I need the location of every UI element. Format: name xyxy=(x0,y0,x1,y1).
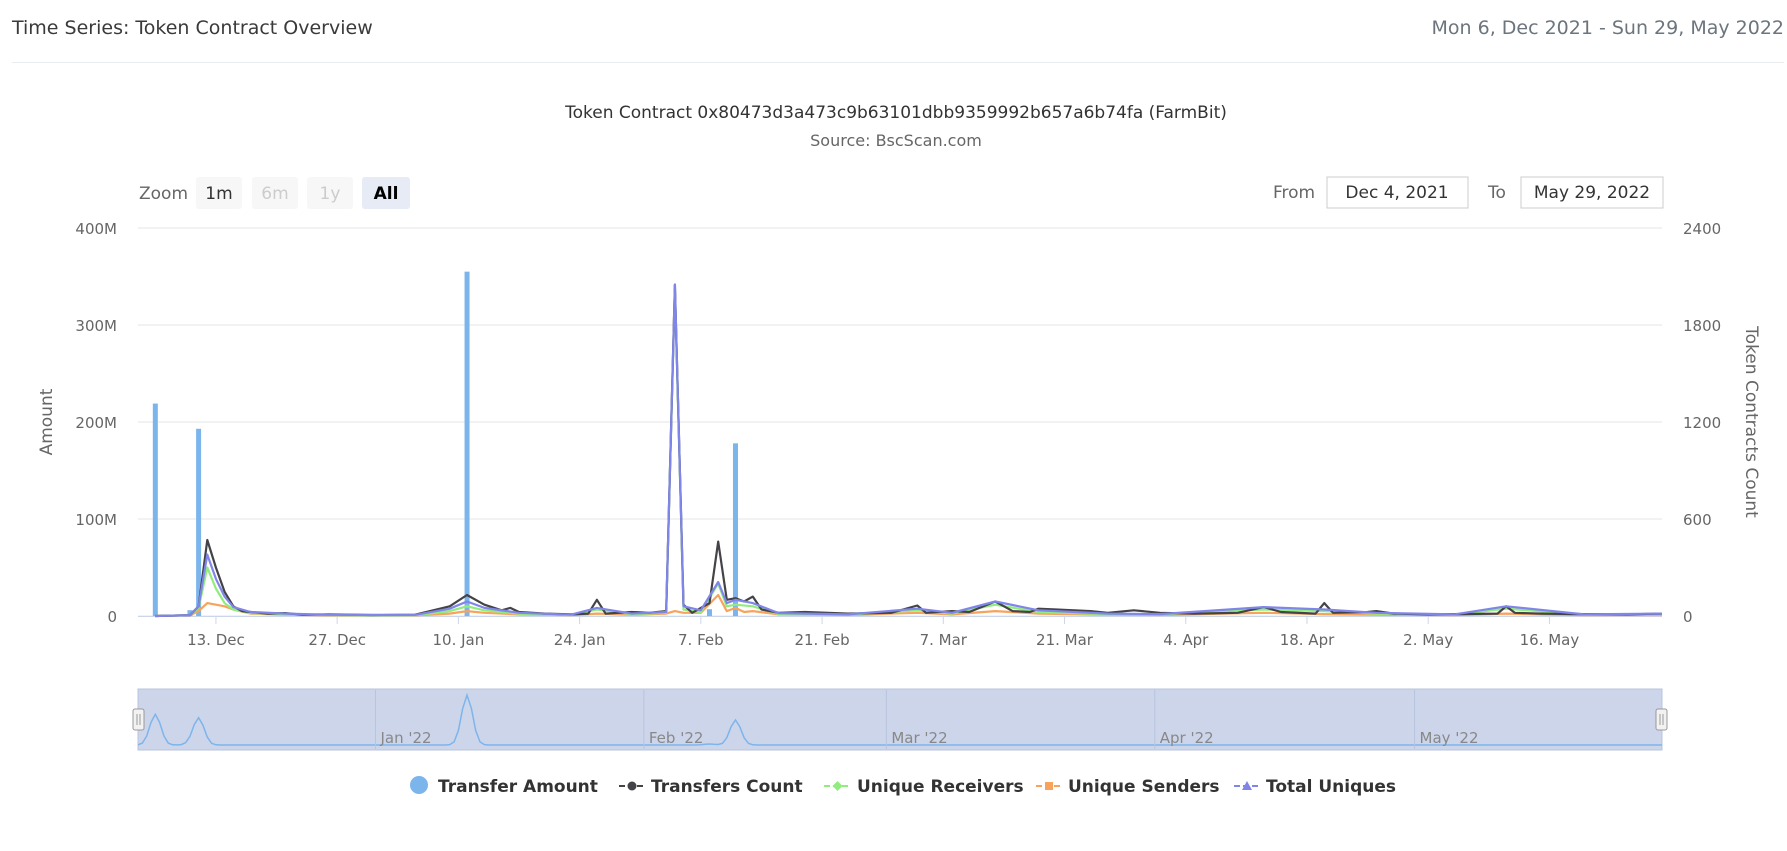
navigator-label: Apr '22 xyxy=(1160,729,1214,747)
zoom-1m-label: 1m xyxy=(205,184,232,204)
x-tick-label: 18. Apr xyxy=(1280,631,1335,649)
x-tick-label: 24. Jan xyxy=(554,631,606,649)
x-tick-label: 7. Mar xyxy=(920,631,968,649)
legend-item-unique-receivers[interactable]: Unique Receivers xyxy=(824,777,1024,797)
legend-label-transfer-amount: Transfer Amount xyxy=(438,777,598,797)
chart-subtitle: Source: BscScan.com xyxy=(810,131,982,150)
x-tick-label: 21. Feb xyxy=(794,631,849,649)
zoom-6m-label: 6m xyxy=(261,184,288,204)
x-tick-label: 4. Apr xyxy=(1163,631,1209,649)
navigator-label: May '22 xyxy=(1420,729,1479,747)
legend-marker-transfer-amount xyxy=(410,776,428,794)
to-date-value: May 29, 2022 xyxy=(1534,183,1650,203)
page-header: Time Series: Token Contract Overview Mon… xyxy=(12,0,1784,63)
to-date-input[interactable]: May 29, 2022 xyxy=(1520,176,1664,209)
line-unique-receivers xyxy=(155,288,1663,618)
x-tick-label: 10. Jan xyxy=(433,631,485,649)
y-left-tick-label: 100M xyxy=(75,511,117,529)
bar-transfer-amount xyxy=(152,403,158,616)
x-tick-label: 27. Dec xyxy=(308,631,366,649)
y-left-tick-label: 0 xyxy=(107,608,117,626)
bar-transfer-amount xyxy=(196,428,202,616)
legend-label-unique-senders: Unique Senders xyxy=(1068,777,1220,797)
page-title: Time Series: Token Contract Overview xyxy=(12,17,373,39)
from-date-input[interactable]: Dec 4, 2021 xyxy=(1326,176,1469,209)
y-left-title: Amount xyxy=(37,388,57,455)
legend-dot-transfers-count xyxy=(627,781,637,791)
navigator-content: Jan '22 Feb '22 Mar '22 Apr '22 May '22 xyxy=(137,690,1662,749)
navigator-label: Mar '22 xyxy=(891,729,947,747)
x-tick-label: 13. Dec xyxy=(187,631,245,649)
navigator[interactable]: Jan '22 Feb '22 Mar '22 Apr '22 May '22 xyxy=(132,688,1668,751)
chart-title: Token Contract 0x80473d3a473c9b63101dbb9… xyxy=(564,103,1227,123)
x-tick-label: 7. Feb xyxy=(678,631,724,649)
legend-label-total-uniques: Total Uniques xyxy=(1266,777,1396,797)
legend-item-unique-senders[interactable]: Unique Senders xyxy=(1036,777,1220,797)
zoom-label: Zoom xyxy=(139,184,188,204)
y-right-tick-label: 0 xyxy=(1683,608,1693,626)
navigator-label: Jan '22 xyxy=(379,729,431,747)
line-total-uniques xyxy=(155,283,1663,618)
legend-diamond-unique-receivers xyxy=(832,781,843,791)
transfer-amount-series xyxy=(152,271,738,616)
bar-transfer-amount xyxy=(187,610,193,616)
axis-ticks: 0 0 100M 600 200M 1200 300M 1800 400M 2400 13. Dec… xyxy=(75,220,1721,649)
y-right-tick-label: 1200 xyxy=(1683,414,1721,432)
from-label: From xyxy=(1273,183,1315,203)
legend-label-unique-receivers: Unique Receivers xyxy=(857,777,1024,797)
legend-triangle-total-uniques xyxy=(1242,781,1252,790)
navigator-right-handle[interactable] xyxy=(1655,708,1668,731)
grid-lines xyxy=(138,227,1662,617)
zoom-6m-button[interactable]: 6m xyxy=(252,177,298,209)
zoom-all-label: All xyxy=(374,184,399,204)
legend-item-transfers-count[interactable]: Transfers Count xyxy=(619,777,803,797)
y-left-tick-label: 300M xyxy=(75,317,117,335)
bar-transfer-amount xyxy=(464,271,470,616)
legend: Transfer Amount Transfers Count Unique R… xyxy=(410,776,1396,797)
navigator-label: Feb '22 xyxy=(649,729,704,747)
bar-transfer-amount xyxy=(707,609,712,616)
zoom-all-button[interactable]: All xyxy=(362,177,410,209)
date-range: Mon 6, Dec 2021 - Sun 29, May 2022 xyxy=(1431,17,1784,39)
y-right-title: Token Contracts Count xyxy=(1741,325,1761,518)
y-right-tick-label: 600 xyxy=(1683,511,1712,529)
y-left-tick-label: 400M xyxy=(75,220,117,238)
line-series xyxy=(155,283,1663,618)
to-label: To xyxy=(1487,183,1506,203)
from-date-value: Dec 4, 2021 xyxy=(1345,183,1448,203)
zoom-1y-label: 1y xyxy=(320,184,341,204)
x-tick-label: 21. Mar xyxy=(1036,631,1094,649)
legend-label-transfers-count: Transfers Count xyxy=(651,777,803,797)
navigator-series xyxy=(137,692,1662,746)
legend-item-total-uniques[interactable]: Total Uniques xyxy=(1234,777,1396,797)
x-tick-label: 16. May xyxy=(1520,631,1580,649)
x-tick-label: 2. May xyxy=(1403,631,1453,649)
zoom-1y-button[interactable]: 1y xyxy=(307,177,353,209)
y-right-tick-label: 1800 xyxy=(1683,317,1721,335)
zoom-1m-button[interactable]: 1m xyxy=(196,177,242,209)
bar-transfer-amount xyxy=(732,443,738,616)
legend-square-unique-senders xyxy=(1045,782,1053,790)
line-transfers-count xyxy=(155,283,1663,618)
line-unique-senders xyxy=(155,593,1663,618)
navigator-left-handle[interactable] xyxy=(132,708,145,731)
y-left-tick-label: 200M xyxy=(75,414,117,432)
legend-item-transfer-amount[interactable]: Transfer Amount xyxy=(410,776,598,797)
y-right-tick-label: 2400 xyxy=(1683,220,1721,238)
